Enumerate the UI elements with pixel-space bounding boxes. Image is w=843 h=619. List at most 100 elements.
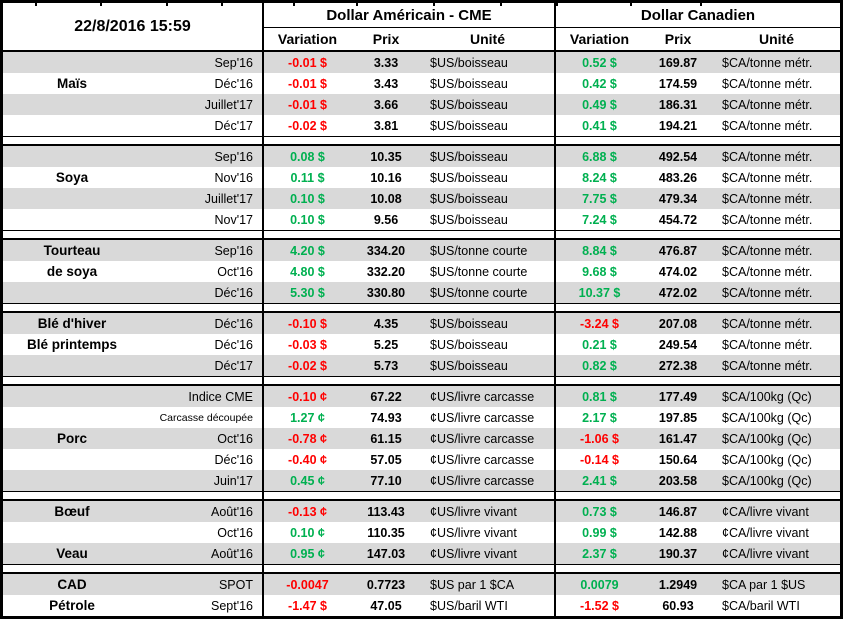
ca-variation: -0.14 $ bbox=[580, 452, 619, 467]
table-row: Sep'16 -0.01 $ 3.33 $US/boisseau 0.52 $ … bbox=[3, 52, 840, 73]
contract-month: Déc'17 bbox=[141, 115, 264, 136]
us-unit: $US/baril WTI bbox=[421, 595, 556, 616]
us-variation: 4.20 $ bbox=[290, 243, 325, 258]
us-variation: -0.01 $ bbox=[288, 76, 327, 91]
commodity-label: Bœuf bbox=[54, 504, 90, 519]
ca-unit-header: Unité bbox=[759, 31, 794, 47]
ca-variation: 9.68 $ bbox=[582, 264, 617, 279]
group-separator bbox=[3, 491, 840, 501]
us-price: 47.05 bbox=[370, 598, 402, 613]
ca-price: 492.54 bbox=[658, 149, 698, 164]
ca-variation: -1.52 $ bbox=[580, 598, 619, 613]
tick bbox=[100, 3, 102, 6]
us-variation: 4.80 $ bbox=[290, 264, 325, 279]
group-separator bbox=[3, 230, 840, 240]
group-separator bbox=[3, 376, 840, 386]
us-price: 5.25 bbox=[373, 337, 399, 352]
us-variation: -0.10 ¢ bbox=[288, 389, 327, 404]
us-price: 3.33 bbox=[373, 55, 399, 70]
ca-unit: $CA/tonne métr. bbox=[722, 358, 813, 373]
table-row: Déc'17 -0.02 $ 5.73 $US/boisseau 0.82 $ … bbox=[3, 355, 840, 376]
us-price-header: Prix bbox=[372, 31, 400, 47]
ca-unit: $CA/tonne métr. bbox=[722, 191, 813, 206]
ca-unit: $CA/tonne métr. bbox=[722, 97, 813, 112]
contract-month: Déc'16 bbox=[141, 282, 264, 303]
ca-price: 203.58 bbox=[658, 473, 698, 488]
ca-unit: $CA/tonne métr. bbox=[722, 285, 813, 300]
commodity-label: Soya bbox=[55, 170, 89, 185]
ca-unit: $CA/tonne métr. bbox=[722, 170, 813, 185]
commodity-label bbox=[3, 522, 141, 543]
ca-unit: $CA/tonne métr. bbox=[722, 316, 813, 331]
tick bbox=[166, 3, 168, 6]
contract-month: Oct'16 bbox=[141, 522, 264, 543]
us-price: 77.10 bbox=[370, 473, 402, 488]
column-headers: Variation Prix Unité Variation Prix Unit… bbox=[264, 28, 840, 50]
ca-price-header: Prix bbox=[664, 31, 692, 47]
us-unit: ¢US/livre carcasse bbox=[421, 470, 556, 491]
ca-price: 474.02 bbox=[658, 264, 698, 279]
ca-price: 177.49 bbox=[658, 389, 698, 404]
table-row: Juin'17 0.45 ¢ 77.10 ¢US/livre carcasse … bbox=[3, 470, 840, 491]
ca-variation: 0.42 $ bbox=[582, 76, 617, 91]
table-row: Soya Nov'16 0.11 $ 10.16 $US/boisseau 8.… bbox=[3, 167, 840, 188]
commodity-label bbox=[3, 470, 141, 491]
us-variation: -1.47 $ bbox=[288, 598, 327, 613]
contract-month: Nov'16 bbox=[141, 167, 264, 188]
us-unit: $US/tonne courte bbox=[421, 240, 556, 261]
ca-price: 479.34 bbox=[658, 191, 698, 206]
commodity-label bbox=[3, 188, 141, 209]
top-tick-marks bbox=[3, 3, 840, 6]
ca-unit: $CA/tonne métr. bbox=[722, 149, 813, 164]
separator-segment bbox=[556, 137, 840, 144]
us-variation: 0.10 $ bbox=[290, 212, 325, 227]
ca-variation: 0.0079 bbox=[580, 577, 619, 592]
ca-unit: $CA/tonne métr. bbox=[722, 76, 813, 91]
table-row: Déc'16 -0.40 ¢ 57.05 ¢US/livre carcasse … bbox=[3, 449, 840, 470]
commodity-label bbox=[3, 282, 141, 303]
ca-price: 169.87 bbox=[658, 55, 698, 70]
us-price: 74.93 bbox=[370, 410, 402, 425]
separator-segment bbox=[556, 492, 840, 499]
ca-unit: $CA/tonne métr. bbox=[722, 212, 813, 227]
us-variation: -0.02 $ bbox=[288, 358, 327, 373]
separator-segment bbox=[3, 377, 264, 384]
table-row: CAD SPOT -0.0047 0.7723 $US par 1 $CA 0.… bbox=[3, 574, 840, 595]
table-header: 22/8/2016 15:59 Dollar Américain - CME D… bbox=[3, 3, 840, 52]
ca-unit: ¢CA/livre vivant bbox=[722, 525, 809, 540]
commodity-label bbox=[3, 115, 141, 136]
us-unit: $US/boisseau bbox=[421, 73, 556, 94]
table-row: Tourteau Sep'16 4.20 $ 334.20 $US/tonne … bbox=[3, 240, 840, 261]
commodity-label bbox=[3, 449, 141, 470]
ca-price: 174.59 bbox=[658, 76, 698, 91]
us-price: 3.43 bbox=[373, 76, 399, 91]
us-variation: 5.30 $ bbox=[290, 285, 325, 300]
us-unit: ¢US/livre vivant bbox=[421, 543, 556, 564]
ca-unit: $CA/tonne métr. bbox=[722, 264, 813, 279]
ca-price: 272.38 bbox=[658, 358, 698, 373]
table-row: Blé d'hiver Déc'16 -0.10 $ 4.35 $US/bois… bbox=[3, 313, 840, 334]
us-unit: ¢US/livre carcasse bbox=[421, 386, 556, 407]
group-separator bbox=[3, 564, 840, 574]
us-unit: ¢US/livre carcasse bbox=[421, 449, 556, 470]
us-variation: 0.45 ¢ bbox=[290, 473, 325, 488]
us-variation: -0.01 $ bbox=[288, 97, 327, 112]
commodity-label: Maïs bbox=[56, 76, 87, 91]
table-row: Juillet'17 -0.01 $ 3.66 $US/boisseau 0.4… bbox=[3, 94, 840, 115]
us-variation: -0.01 $ bbox=[288, 55, 327, 70]
currency-group-titles: Dollar Américain - CME Dollar Canadien bbox=[264, 3, 840, 28]
ca-unit: $CA/tonne métr. bbox=[722, 118, 813, 133]
separator-segment bbox=[3, 304, 264, 311]
us-price: 10.35 bbox=[370, 149, 402, 164]
us-price: 330.80 bbox=[366, 285, 406, 300]
contract-month: Déc'17 bbox=[141, 355, 264, 376]
commodity-label bbox=[3, 52, 141, 73]
commodity-label bbox=[3, 355, 141, 376]
ca-price: 249.54 bbox=[658, 337, 698, 352]
contract-month: Août'16 bbox=[141, 543, 264, 564]
ca-variation: 10.37 $ bbox=[578, 285, 621, 300]
ca-variation-header: Variation bbox=[569, 31, 630, 47]
us-price: 110.35 bbox=[367, 525, 405, 540]
commodity-label bbox=[3, 209, 141, 230]
